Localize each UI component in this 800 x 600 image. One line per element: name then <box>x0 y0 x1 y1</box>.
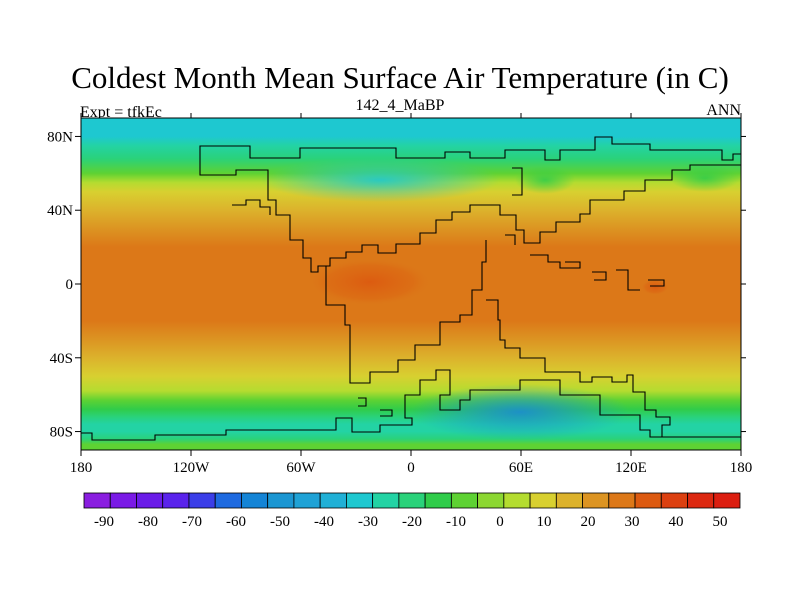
colorbar-box-8 <box>293 492 321 509</box>
colorbar-box-11 <box>372 492 400 509</box>
colorbar-label-9: 0 <box>496 514 504 530</box>
y-tick-label-3: 40S <box>50 351 73 367</box>
y-tick-label-2: 0 <box>66 277 74 293</box>
colorbar-box-10 <box>345 492 374 509</box>
temperature-field <box>81 118 741 450</box>
y-tick-label-0: 80N <box>47 129 73 145</box>
southeast-landmass-outline <box>486 299 671 437</box>
y-tick-label-4: 80S <box>50 425 73 441</box>
northern-landmass-outline <box>199 136 741 273</box>
colorbar-box-21 <box>634 492 662 509</box>
colorbar-label-6: -30 <box>358 514 378 530</box>
continent-outlines <box>81 136 741 441</box>
colorbar-label-2: -70 <box>182 514 202 530</box>
colorbar-box-6 <box>241 492 269 509</box>
map-axes: 180 120W 60W 0 60E 120E 180 80N 40N 0 40S 80S <box>47 113 752 476</box>
southern-landmass-outline <box>325 240 487 384</box>
x-tick-label-0: 180 <box>70 460 93 476</box>
colorbar-box-16 <box>503 492 531 509</box>
colorbar-label-8: -10 <box>446 514 466 530</box>
northern-island-2 <box>505 234 516 245</box>
x-tick-label-2: 60W <box>286 460 316 476</box>
colorbar-box-9 <box>319 492 347 509</box>
colorbar-box-20 <box>608 492 636 509</box>
colorbar-label-3: -60 <box>226 514 246 530</box>
colorbar-box-7 <box>267 492 295 509</box>
pacific-hot-region <box>641 279 669 295</box>
season-label: ANN <box>706 102 741 119</box>
equatorial-island-4 <box>648 279 665 287</box>
antarctic-outline <box>81 369 741 441</box>
colorbar: -90 -80 -70 -60 -50 -40 -30 -20 -10 0 10 20 30 40 50 <box>83 492 741 530</box>
equatorial-island-1 <box>530 254 581 269</box>
africa-hot-region <box>308 258 432 306</box>
x-tick-label-4: 60E <box>509 460 533 476</box>
northeast-green-region <box>670 164 740 192</box>
experiment-label: Expt = tfkEc <box>80 104 162 121</box>
colorbar-label-7: -20 <box>402 514 422 530</box>
colorbar-label-14: 50 <box>713 514 728 530</box>
antarctic-cold-region <box>410 384 630 440</box>
northern-cold-tongue <box>260 158 500 202</box>
colorbar-box-4 <box>188 492 216 509</box>
x-tick-label-3: 0 <box>407 460 415 476</box>
map-title: Coldest Month Mean Surface Air Temperatu… <box>71 60 729 95</box>
southern-island-1 <box>358 397 367 407</box>
colorbar-label-12: 30 <box>625 514 640 530</box>
colorbar-label-1: -80 <box>138 514 158 530</box>
colorbar-box-13 <box>424 492 452 509</box>
southern-island-2 <box>380 409 393 417</box>
colorbar-label-5: -40 <box>314 514 334 530</box>
colorbar-box-18 <box>555 492 583 509</box>
colorbar-label-4: -50 <box>270 514 290 530</box>
colorbar-box-23 <box>687 492 715 509</box>
x-tick-label-1: 120W <box>173 460 211 476</box>
colorbar-box-15 <box>477 492 505 509</box>
colorbar-box-19 <box>582 492 610 509</box>
period-label: 142_4_MaBP <box>355 97 445 114</box>
colorbar-box-0 <box>83 492 111 509</box>
northern-island-1 <box>512 167 523 196</box>
y-tick-label-1: 40N <box>47 203 73 219</box>
x-tick-label-5: 120E <box>615 460 647 476</box>
colorbar-box-24 <box>713 492 741 509</box>
northern-green-region <box>515 166 575 194</box>
colorbar-box-5 <box>214 492 242 509</box>
colorbar-box-12 <box>398 492 426 509</box>
colorbar-label-11: 20 <box>581 514 596 530</box>
equatorial-island-3 <box>616 269 640 291</box>
colorbar-box-2 <box>136 492 164 509</box>
colorbar-label-10: 10 <box>537 514 552 530</box>
colorbar-box-17 <box>529 492 557 509</box>
colorbar-box-22 <box>660 492 688 509</box>
inner-sea-outline <box>232 199 271 215</box>
colorbar-label-0: -90 <box>94 514 114 530</box>
colorbar-label-13: 40 <box>669 514 684 530</box>
colorbar-box-14 <box>450 492 478 509</box>
equatorial-island-2 <box>592 271 607 281</box>
colorbar-box-1 <box>109 492 137 509</box>
x-tick-label-6: 180 <box>730 460 753 476</box>
colorbar-box-3 <box>162 492 190 509</box>
